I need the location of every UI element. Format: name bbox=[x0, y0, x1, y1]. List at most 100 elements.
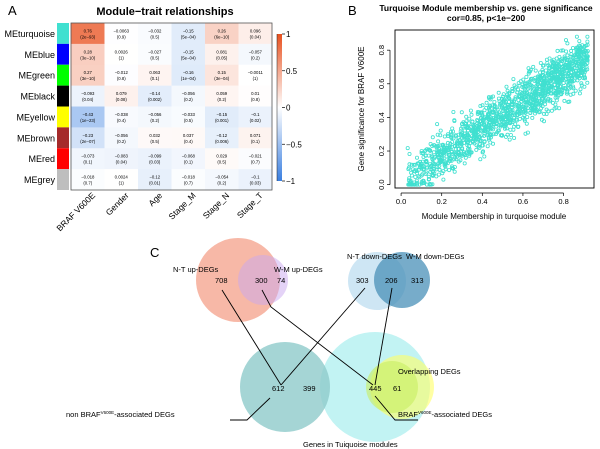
scatter-point bbox=[481, 118, 486, 123]
heatmap-cell-pvalue: (0.2) bbox=[217, 181, 226, 186]
scatter-point bbox=[537, 84, 542, 89]
heatmap-cell-value: −0.16 bbox=[183, 70, 194, 75]
scatter-point bbox=[440, 171, 445, 176]
scatter-point bbox=[553, 91, 558, 96]
scatter-point bbox=[577, 39, 582, 44]
scatter-point bbox=[564, 91, 569, 96]
scatter-point bbox=[579, 52, 584, 57]
scatter-point bbox=[430, 135, 435, 140]
scatter-point bbox=[478, 157, 483, 162]
scatter-point bbox=[480, 133, 485, 138]
scatter-point bbox=[504, 84, 509, 89]
scatter-point bbox=[482, 123, 487, 128]
scatter-point bbox=[426, 153, 431, 158]
scatter-point bbox=[501, 100, 506, 105]
heatmap-cell-value: 0.032 bbox=[149, 133, 160, 138]
scatter-point bbox=[550, 64, 555, 69]
scatter-point bbox=[501, 92, 506, 97]
heatmap-cell-pvalue: (0.1) bbox=[184, 160, 193, 165]
heatmap-cell-pvalue: (0.002) bbox=[148, 97, 162, 102]
scatter-point bbox=[490, 110, 495, 115]
heatmap-cell bbox=[238, 85, 273, 107]
heatmap-cell-pvalue: (5e−04) bbox=[181, 55, 196, 60]
venn-wm-down-circle bbox=[374, 252, 430, 308]
scatter-point bbox=[481, 149, 486, 154]
scatter-point bbox=[475, 138, 480, 143]
heatmap-cell-value: 0.27 bbox=[84, 70, 93, 75]
scatter-x-label: Module Membership in turquoise module bbox=[422, 212, 567, 221]
scatter-point bbox=[434, 167, 439, 172]
heatmap-cell-pvalue: (0.8) bbox=[251, 97, 260, 102]
scatter-point bbox=[569, 66, 574, 71]
scatter-x-axis: 0.0 0.2 0.4 0.6 0.8 bbox=[396, 192, 569, 206]
scatter-point bbox=[504, 95, 509, 100]
heatmap-cell bbox=[104, 127, 139, 149]
scatter-point bbox=[488, 122, 493, 127]
heatmap-cell-value: −0.054 bbox=[215, 175, 229, 180]
scatter-point bbox=[523, 94, 528, 99]
heatmap-row-label: MEgreen bbox=[18, 71, 55, 81]
scatter-point bbox=[430, 182, 435, 187]
scatter-point bbox=[435, 148, 440, 153]
scatter-point bbox=[535, 82, 540, 87]
heatmap-title: Module−trait relationships bbox=[96, 6, 233, 18]
heatmap-cell bbox=[238, 106, 273, 128]
scatter-point bbox=[452, 165, 457, 170]
scatter-point bbox=[407, 176, 412, 181]
heatmap-cell-pvalue: (0.04) bbox=[116, 160, 128, 165]
scatter-point bbox=[412, 180, 417, 185]
heatmap-cell-value: −0.099 bbox=[148, 154, 162, 159]
scatter-point bbox=[524, 75, 529, 80]
heatmap-cell-pvalue: (1) bbox=[119, 55, 125, 60]
scatter-point bbox=[509, 100, 514, 105]
heatmap-cell-value: −0.056 bbox=[182, 91, 196, 96]
scatter-point bbox=[490, 94, 495, 99]
heatmap-cell-value: −0.0011 bbox=[248, 70, 264, 75]
heatmap-cell-value: −0.056 bbox=[148, 112, 162, 117]
scatter-point bbox=[434, 144, 439, 149]
heatmap-cell-value: 0.01 bbox=[251, 91, 260, 96]
scatter-point bbox=[441, 169, 446, 174]
scatter-point bbox=[537, 110, 542, 115]
heatmap-row-label: MEred bbox=[28, 154, 55, 164]
scatter-point bbox=[523, 84, 528, 89]
heatmap-cell bbox=[71, 23, 105, 45]
scatter-point bbox=[518, 90, 523, 95]
scatter-point bbox=[578, 65, 583, 70]
scatter-point bbox=[419, 179, 424, 184]
colorbar-ticks: 1 0.5 0 −0.5 −1 bbox=[276, 30, 302, 186]
scatter-point bbox=[503, 134, 508, 139]
scatter-point bbox=[432, 162, 437, 167]
heatmap-cell-value: −0.073 bbox=[81, 154, 95, 159]
scatter-point bbox=[423, 171, 428, 176]
braf-degs-label: BRAFV600E-associated DEGs bbox=[398, 410, 492, 419]
scatter-point bbox=[468, 136, 473, 141]
scatter-point bbox=[490, 127, 495, 132]
heatmap-cell bbox=[171, 169, 206, 191]
scatter-point bbox=[426, 176, 431, 181]
scatter-point bbox=[453, 152, 458, 157]
scatter-point bbox=[550, 73, 555, 78]
heatmap-row-label: MEturquoise bbox=[4, 29, 55, 39]
scatter-point bbox=[446, 145, 451, 150]
scatter-point bbox=[494, 124, 499, 129]
scatter-point bbox=[571, 46, 576, 51]
scatter-point bbox=[580, 43, 585, 48]
scatter-point bbox=[563, 56, 568, 61]
venn-non-braf-circle bbox=[240, 342, 330, 432]
colorbar bbox=[277, 34, 282, 181]
heatmap-cell bbox=[205, 127, 239, 149]
scatter-point bbox=[477, 110, 482, 115]
scatter-point bbox=[496, 90, 501, 95]
scatter-point bbox=[538, 75, 543, 80]
scatter-point bbox=[435, 132, 440, 137]
scatter-point bbox=[504, 122, 509, 127]
scatter-point bbox=[475, 121, 480, 126]
scatter-point bbox=[579, 83, 584, 88]
turquoise-genes-label: Genes in Tuiquoise modules bbox=[303, 440, 398, 449]
heatmap-cell-value: −0.018 bbox=[182, 175, 196, 180]
scatter-point bbox=[514, 85, 519, 90]
scatter-point bbox=[428, 141, 433, 146]
heatmap-cell bbox=[71, 106, 105, 128]
heatmap-cell-value: −0.093 bbox=[81, 91, 95, 96]
